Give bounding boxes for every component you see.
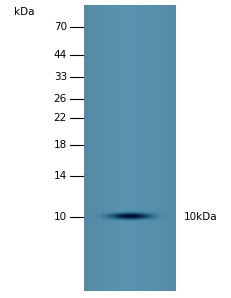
Text: kDa: kDa (14, 7, 34, 17)
Text: 10kDa: 10kDa (184, 212, 217, 222)
Text: 70: 70 (54, 22, 67, 32)
Text: 10: 10 (54, 212, 67, 222)
Text: 33: 33 (54, 72, 67, 82)
Text: 44: 44 (54, 50, 67, 60)
Text: 18: 18 (54, 140, 67, 150)
Text: 22: 22 (54, 113, 67, 123)
Text: 14: 14 (54, 171, 67, 181)
Text: 26: 26 (54, 94, 67, 104)
